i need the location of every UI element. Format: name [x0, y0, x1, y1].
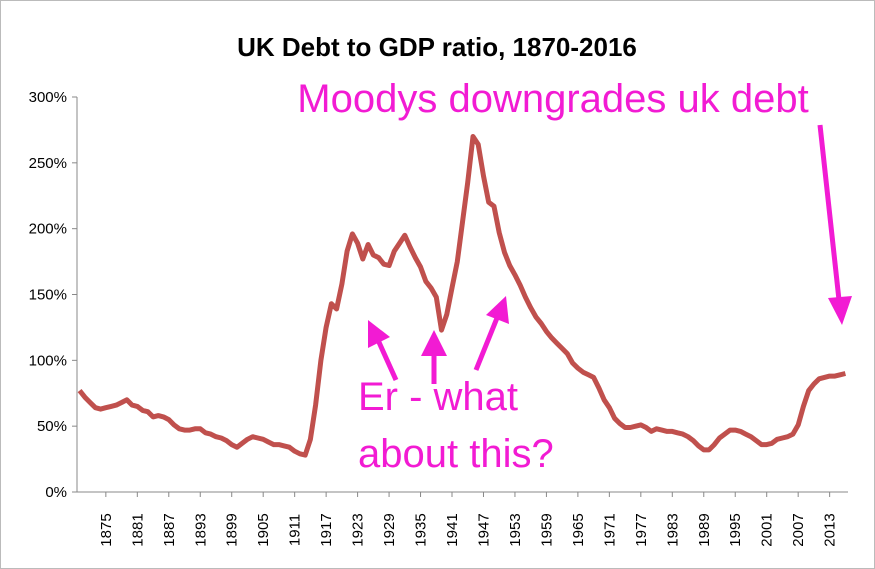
- x-tick-label: 1983: [664, 513, 681, 546]
- arrow-head: [421, 330, 447, 356]
- x-tick-label: 2013: [822, 513, 839, 546]
- annotation: Moodys downgrades uk debt: [297, 77, 808, 121]
- arrow: [817, 124, 842, 301]
- arrows: [368, 124, 852, 384]
- x-tick-label: 2007: [790, 513, 807, 546]
- annotation: Er - what: [358, 375, 518, 419]
- x-tick-label: 1941: [444, 513, 461, 546]
- y-tick-label: 100%: [29, 352, 67, 369]
- x-tick-label: 1971: [601, 513, 618, 546]
- x-tick-label: 1923: [350, 513, 367, 546]
- line: [77, 134, 846, 458]
- y-tick-label: 50%: [37, 418, 67, 435]
- y-tick-label: 200%: [29, 221, 67, 238]
- x-tick-label: 1977: [633, 513, 650, 546]
- x-tick-label: 1875: [98, 513, 115, 546]
- y-tick-label: 250%: [29, 155, 67, 172]
- x-tick-label: 1899: [224, 513, 241, 546]
- arrow-head: [828, 296, 852, 325]
- arrow-head: [486, 296, 509, 324]
- annotation: about this?: [358, 432, 554, 476]
- x-tick-label: 1929: [381, 513, 398, 546]
- x-tick-label: 1965: [570, 513, 587, 546]
- chart-title: UK Debt to GDP ratio, 1870-2016: [237, 32, 637, 62]
- x-tick-label: 1887: [161, 513, 178, 546]
- arrow-head: [368, 320, 390, 348]
- x-tick-label: 1953: [507, 513, 524, 546]
- x-tick-label: 1911: [287, 514, 304, 546]
- x-tick-label: 1947: [475, 513, 492, 546]
- x-tick-label: 1881: [129, 513, 146, 546]
- y-tick-label: 150%: [29, 287, 67, 304]
- x-tick-label: 1917: [318, 513, 335, 546]
- y-tick-label: 300%: [29, 89, 67, 106]
- x-tick-label: 1959: [538, 513, 555, 546]
- x-tick-label: 1935: [413, 513, 430, 546]
- arrow: [375, 338, 399, 382]
- x-tick-label: 1989: [696, 513, 713, 546]
- x-tick-label: 1995: [727, 513, 744, 546]
- y-tick-label: 0%: [45, 484, 67, 501]
- arrow: [473, 317, 500, 371]
- x-tick-label: 1893: [192, 513, 209, 546]
- x-tick-label: 2001: [759, 513, 776, 546]
- x-tick-label: 1905: [255, 513, 272, 546]
